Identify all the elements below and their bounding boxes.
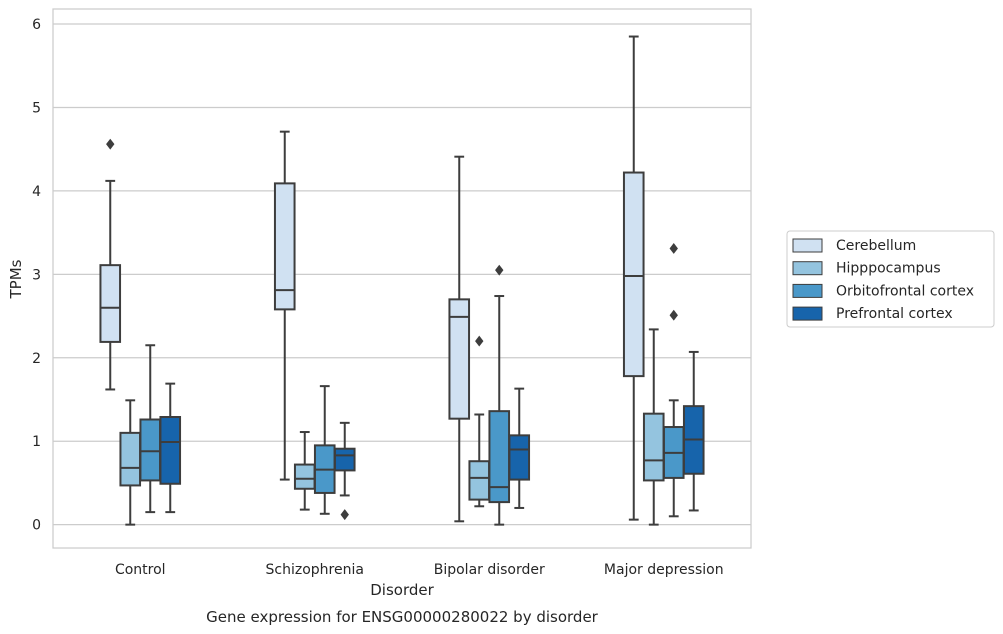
plot-frame xyxy=(52,8,752,549)
outlier-point xyxy=(495,264,504,276)
y-axis-title: TPMs xyxy=(7,259,25,299)
legend-item: Orbitofrontal cortex xyxy=(792,283,974,299)
outlier-point xyxy=(106,138,115,150)
box-0-0 xyxy=(99,138,122,391)
legend-item: Cerebellum xyxy=(792,238,916,254)
box-2-2 xyxy=(488,264,511,526)
y-tick-label: 2 xyxy=(32,351,41,367)
box-0-1 xyxy=(273,130,296,481)
legend-swatch xyxy=(792,306,823,321)
legend-label: Prefrontal cortex xyxy=(836,306,953,322)
box-iqr xyxy=(488,410,511,504)
box-1-3 xyxy=(642,328,665,526)
x-tick-label: Schizophrenia xyxy=(266,562,364,578)
box-2-3 xyxy=(662,243,685,518)
box-iqr xyxy=(642,412,665,482)
box-3-1 xyxy=(333,421,356,521)
box-iqr xyxy=(159,416,182,485)
x-tick-label: Control xyxy=(115,562,166,578)
x-tick-label: Bipolar disorder xyxy=(434,562,545,578)
box-iqr xyxy=(468,460,491,501)
legend-swatch xyxy=(792,261,823,276)
boxes xyxy=(99,35,705,526)
box-iqr xyxy=(293,463,316,490)
legend-item: Hipppocampus xyxy=(792,261,941,277)
box-1-0 xyxy=(119,399,142,526)
legend-swatch xyxy=(792,238,823,253)
box-3-2 xyxy=(508,387,531,509)
box-1-1 xyxy=(293,431,316,511)
legend-item: Prefrontal cortex xyxy=(792,306,953,322)
box-iqr xyxy=(448,298,471,420)
box-iqr xyxy=(99,264,122,343)
legend: Cerebellum Hipppocampus Orbitofrontal cort… xyxy=(786,230,995,328)
y-tick-label: 1 xyxy=(32,434,41,450)
box-iqr xyxy=(139,418,162,482)
y-tick-label: 6 xyxy=(32,17,41,33)
outlier-point xyxy=(475,335,484,347)
box-1-2 xyxy=(468,335,491,508)
box-iqr xyxy=(508,434,531,481)
x-axis-title: Disorder xyxy=(370,581,434,599)
y-tick-label: 3 xyxy=(32,267,41,283)
box-iqr xyxy=(622,171,645,378)
legend-label: Hipppocampus xyxy=(836,261,941,277)
y-tick-label: 4 xyxy=(32,184,41,200)
box-iqr xyxy=(119,431,142,487)
outlier-point xyxy=(669,243,678,254)
legend-swatch xyxy=(792,283,823,298)
x-tick-label: Major depression xyxy=(604,562,724,578)
chart-caption: Gene expression for ENSG00000280022 by d… xyxy=(206,608,599,626)
x-tick-labels: Control Schizophrenia Bipolar disorder Majo… xyxy=(115,562,724,578)
legend-frame xyxy=(786,230,995,328)
legend-label: Orbitofrontal cortex xyxy=(836,283,974,299)
box-iqr xyxy=(333,447,356,472)
box-3-3 xyxy=(682,350,705,512)
outlier-point xyxy=(669,309,678,321)
legend-label: Cerebellum xyxy=(836,238,916,254)
y-tick-label: 5 xyxy=(32,100,41,116)
box-0-2 xyxy=(448,155,471,523)
box-2-0 xyxy=(139,344,162,514)
box-3-0 xyxy=(159,382,182,514)
y-tick-labels: 0 1 2 3 4 5 6 xyxy=(32,17,41,534)
y-tick-label: 0 xyxy=(32,518,41,534)
outlier-point xyxy=(340,509,349,521)
box-0-3 xyxy=(622,35,645,521)
box-iqr xyxy=(273,182,296,311)
